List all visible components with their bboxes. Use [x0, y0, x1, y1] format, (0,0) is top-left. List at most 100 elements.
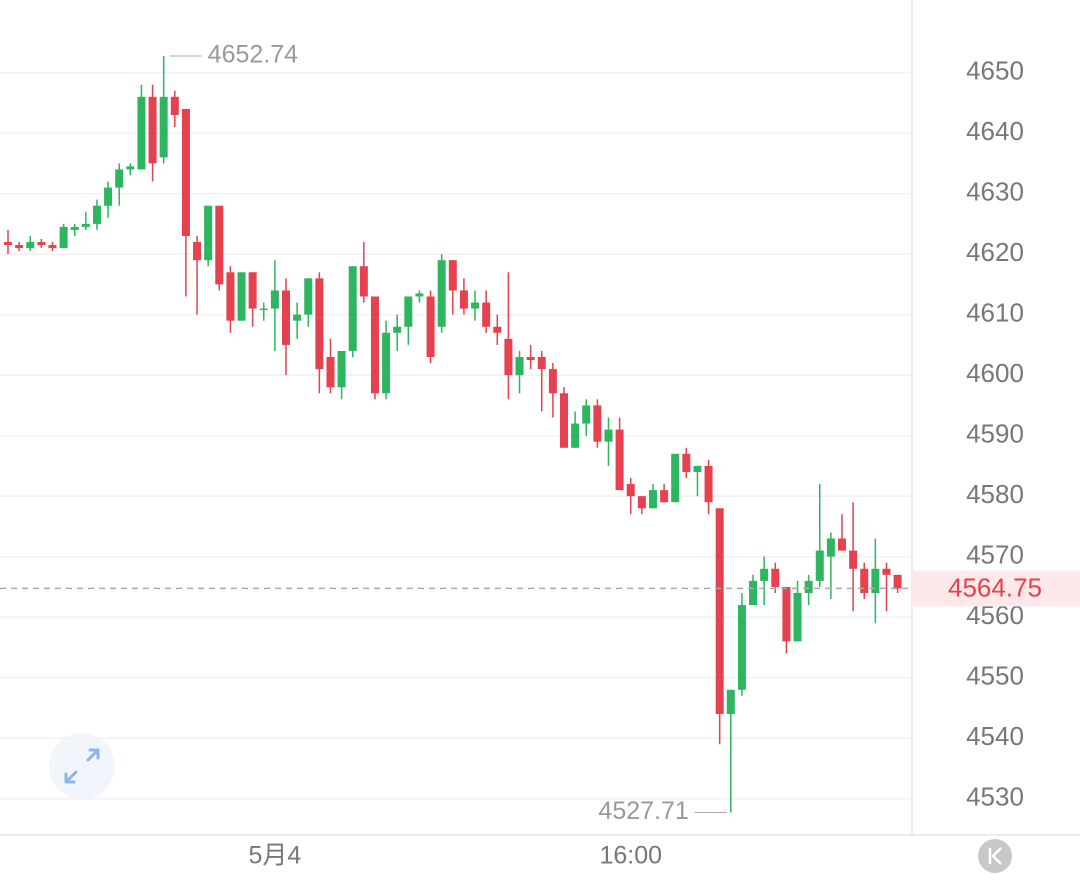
collapse-button[interactable]: [978, 839, 1012, 873]
candle-body: [137, 96, 146, 170]
candle-body: [37, 242, 46, 246]
collapse-icon[interactable]: [988, 847, 1002, 865]
last-price-bg: [912, 570, 1080, 607]
candle-body: [393, 326, 402, 333]
candle-body: [893, 574, 902, 589]
expand-button-bg[interactable]: [49, 733, 115, 799]
candle-body: [359, 266, 368, 297]
candle-body: [749, 580, 758, 606]
candle-body: [693, 465, 702, 472]
candle-body: [26, 242, 35, 249]
candle-body: [471, 302, 480, 309]
candle-body: [259, 308, 268, 311]
candle-body: [682, 453, 691, 472]
y-tick-label: 4620: [966, 237, 1024, 267]
y-tick-label: 4570: [966, 540, 1024, 570]
candle-body: [560, 393, 568, 448]
expand-button[interactable]: [49, 733, 115, 799]
candle-body: [59, 226, 68, 249]
candle-body: [193, 242, 202, 261]
high-label: 4652.74: [208, 41, 298, 69]
candle-body: [15, 245, 24, 249]
y-tick-label: 4600: [966, 358, 1024, 388]
candle-body: [404, 296, 413, 327]
y-tick-label: 4650: [966, 55, 1024, 85]
candle-body: [582, 405, 591, 424]
candle-body: [537, 356, 546, 370]
collapse-button-bg[interactable]: [978, 839, 1012, 873]
candle-body: [226, 272, 235, 321]
candle-body: [782, 586, 791, 642]
candle-body: [604, 429, 613, 442]
x-tick-label: 5月4: [248, 842, 301, 870]
candle-body: [493, 326, 502, 333]
y-tick-label: 4640: [966, 116, 1024, 146]
x-tick-label: 16:00: [599, 842, 662, 870]
candle-body: [415, 293, 424, 297]
candle-body: [482, 302, 491, 327]
candle-body: [671, 453, 680, 503]
candle-body: [871, 568, 880, 593]
y-tick-label: 4540: [966, 721, 1024, 751]
candle-body: [159, 96, 168, 158]
candle-body: [882, 568, 891, 575]
y-tick-label: 4630: [966, 176, 1024, 206]
candle-body: [838, 538, 846, 551]
low-label: 4527.71: [598, 797, 688, 825]
candle-body: [237, 272, 246, 321]
candle-body: [204, 205, 213, 261]
candle-body: [382, 332, 391, 394]
candle-body: [48, 245, 57, 249]
candle-body: [170, 96, 179, 115]
candle-body: [81, 223, 90, 227]
candle-body: [760, 568, 769, 581]
candle-body: [370, 296, 379, 394]
candle-body: [70, 226, 79, 230]
candle-body: [548, 369, 557, 394]
candle-body: [526, 356, 535, 361]
candle-body: [515, 356, 524, 376]
candle-body: [282, 290, 290, 345]
last-price-label: 4564.75: [948, 572, 1042, 602]
candle-body: [637, 496, 646, 509]
candle-body: [426, 296, 435, 357]
candle-body: [737, 605, 746, 690]
candle-body: [104, 187, 113, 206]
y-tick-label: 4610: [966, 298, 1024, 328]
candle-body: [815, 550, 824, 581]
candle-body: [293, 314, 302, 321]
y-tick-label: 4590: [966, 419, 1024, 449]
candle-body: [648, 490, 657, 509]
candle-body: [215, 205, 224, 285]
candle-body: [248, 272, 257, 309]
candle-body: [181, 108, 190, 236]
candle-body: [860, 568, 869, 593]
y-tick-label: 4550: [966, 661, 1024, 691]
expand-icon[interactable]: [64, 748, 100, 784]
candle-body: [593, 405, 602, 442]
y-tick-label: 4530: [966, 782, 1024, 812]
candle-body: [715, 508, 724, 714]
candle-body: [793, 592, 802, 642]
candle-body: [660, 490, 669, 503]
candle-body: [704, 465, 713, 503]
candle-body: [571, 423, 580, 448]
candle-body: [326, 356, 335, 388]
candle-body: [304, 278, 313, 315]
candle-body: [126, 166, 135, 170]
candle-body: [804, 580, 813, 593]
candle-body: [148, 96, 157, 164]
candle-body: [826, 538, 835, 557]
candle-body: [849, 550, 858, 569]
candle-body: [771, 568, 780, 587]
candle-body: [92, 205, 101, 224]
candle-body: [615, 429, 624, 491]
candle-body: [337, 350, 346, 388]
candle-body: [626, 484, 635, 497]
candle-body: [315, 278, 324, 370]
y-tick-label: 4580: [966, 479, 1024, 509]
candle-body: [270, 290, 279, 309]
